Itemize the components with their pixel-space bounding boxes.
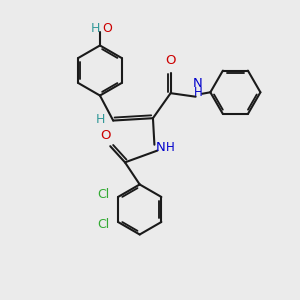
Text: O: O: [100, 129, 111, 142]
Text: H: H: [166, 141, 175, 154]
Text: H: H: [91, 22, 100, 35]
Text: N: N: [156, 141, 166, 154]
Text: H: H: [96, 112, 106, 126]
Text: N: N: [193, 77, 203, 90]
Text: H: H: [194, 86, 202, 99]
Text: Cl: Cl: [97, 218, 110, 231]
Text: O: O: [102, 22, 112, 35]
Text: Cl: Cl: [97, 188, 110, 200]
Text: O: O: [165, 54, 176, 67]
